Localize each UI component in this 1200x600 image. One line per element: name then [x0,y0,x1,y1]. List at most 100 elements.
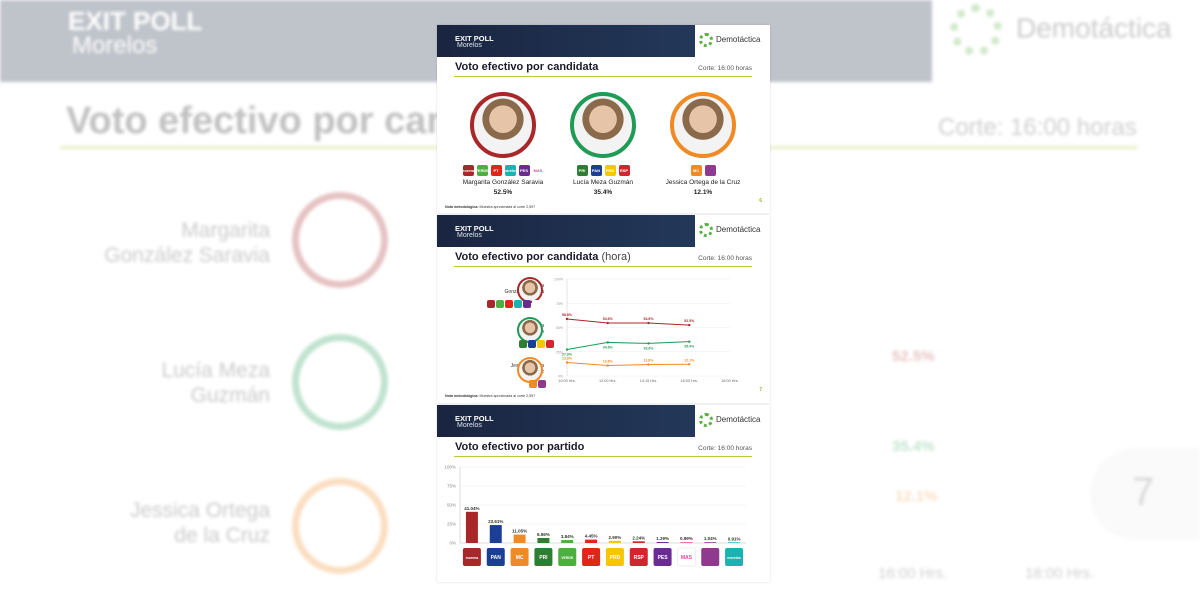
data-point [647,321,650,325]
party-logo-pri: PRI [576,165,588,176]
party-logo-pt [582,548,601,566]
party-logo-label: PRI [539,555,548,561]
bg-title: EXIT POLL [68,6,203,36]
mini-candidate-photo [517,357,543,383]
n: Lucía Meza [161,359,270,382]
slide-candidates: EXIT POLL Morelos Demotáctica Voto efecti… [437,25,770,213]
brand-logo: Demotáctica [699,223,760,237]
party-logo-label: PT [588,555,594,561]
party-logo-rsp [629,548,648,566]
data-point [688,323,691,327]
bar-mc [513,534,526,543]
cut-time: Corte: 16:00 horas [698,65,752,72]
n: de la Cruz [174,524,270,547]
bar-value-label: 41.04% [464,506,479,511]
bar-value-label: 6.56% [537,532,550,537]
party-logo-morena: morena [461,165,475,176]
bg-photo-3 [292,478,388,574]
x-tick-label: 10:00 Hrs. [558,379,576,383]
party-logo-mc [510,548,529,566]
party-logo-verde: VERDE [496,300,504,308]
bar-value-label: 2.24% [632,535,645,540]
data-point [688,340,691,343]
data-point [647,342,650,345]
party-logo-verde: VERDE [475,165,489,176]
data-point [606,341,609,344]
series-line [566,341,690,351]
party-logo-mc: MC [690,165,702,176]
party-logos: PRI PAN PRD RSP [548,165,658,176]
logo-icon [699,413,713,427]
divider [454,76,752,77]
series-line [566,318,690,326]
party-logo-label: PES [658,555,669,561]
bar-morena [465,511,478,543]
party-logo-morelos: morelos [502,165,518,176]
bar-pan [489,525,502,543]
data-point [647,363,650,366]
n: Margarita [181,219,270,242]
party-logo-morena [462,548,481,566]
y-tick-label: 100% [554,278,563,282]
party-logo-label: morena [466,556,479,560]
bar-value-label: 2.90% [609,535,622,540]
y-tick-label: 75% [447,484,456,489]
party-logo-pt: PT [505,300,513,308]
party-logo-pan [486,548,505,566]
x-tick-label: 18:00 Hrs. [721,379,739,383]
title-suffix: (hora) [601,251,631,263]
party-logo-pan: PAN [590,165,602,176]
page-number: 6 [759,198,762,204]
mini-candidate-photo [517,277,543,303]
candidate-card: morena VERDE PT morelos PES MAS Margarita Gonz… [448,92,558,196]
party-logo-pes: PES [518,165,530,176]
party-logo-label: PAN [491,555,502,561]
party-logo-pes [653,548,672,566]
bar-prd [608,540,621,543]
bar-chart: 0% 25% 50% 75% 100% 41.04% morena 23.61% PAN 11.0… [444,465,746,567]
cut-time: Corte: 16:00 horas [698,255,752,262]
candidate-name: Lucía Meza Guzmán [573,179,633,186]
party-logo-label: MC [516,555,524,561]
candidate-percent: 35.4% [593,189,613,196]
party-logo-label: MAS [681,555,693,561]
party-logo-rsp: RSP [546,340,554,348]
party-logo-mas: MAS [532,300,540,308]
x-tick-label: 14:15 Hrs. [640,379,658,383]
party-logo-pt: PT [490,165,502,176]
bg-name-2: Lucía Meza Guzmán [161,358,270,408]
note-text: Muestra aproximada al corte 2,597 [479,394,536,398]
candidate-photo [570,92,636,158]
bar-verde [561,540,574,543]
brand-name: Demotáctica [716,415,761,425]
data-label: 52.5% [684,319,695,323]
header-title: EXIT POLL [455,414,494,423]
party-logo-pri: PRI [519,340,527,348]
bar-pri [537,538,550,543]
slide-title: Voto efectivo por candidata [455,61,599,73]
data-label: 34.6% [603,345,614,349]
data-label: 58.8% [562,313,573,317]
party-logos: MC [648,165,758,176]
data-point [565,348,569,351]
bar-value-label: 11.05% [512,529,527,534]
party-logo-morelos [725,548,744,566]
bar-mas [680,542,693,543]
y-tick-label: 75% [556,302,563,306]
note-label: Nota metodológica: [445,205,479,209]
candidate-name: Margarita González Saravia [462,179,544,186]
party-logo-mas [676,547,696,567]
bar-morelos [728,542,741,543]
method-note: Nota metodológica: Muestra aproximada al… [445,394,535,398]
data-label: 54.6% [644,317,655,321]
bg-x: 18:00 Hrs. [1025,565,1095,582]
data-label: 10.8% [603,360,614,364]
slide-header: EXIT POLL Morelos [437,25,695,57]
bar-rsp [632,541,645,543]
y-tick-label: 50% [447,503,456,508]
slide-title: Voto efectivo por partido [455,441,585,453]
bg-photo-1 [292,192,388,288]
party-logo-morena: morena [487,300,495,308]
data-point [565,317,569,321]
page-number: 7 [759,387,762,393]
